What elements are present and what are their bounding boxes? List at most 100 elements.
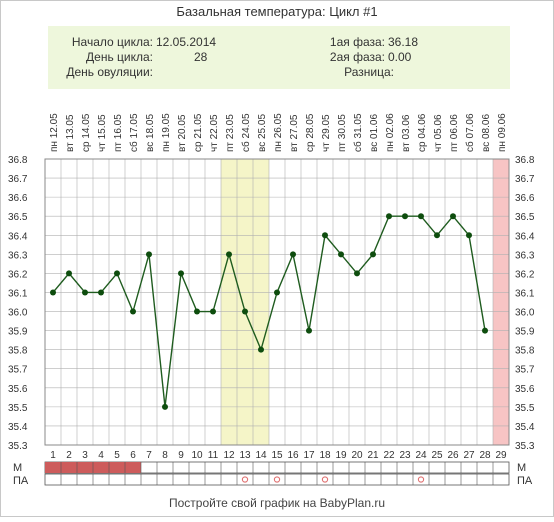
- y-tick-label-left: 36.7: [8, 174, 28, 185]
- date-value-label: 12.05: [49, 113, 60, 138]
- y-tick-label-left: 36.1: [8, 288, 28, 299]
- date-label: сб 24.05: [240, 113, 252, 152]
- date-value-label: 07.06: [465, 113, 476, 138]
- y-tick-label-left: 36.3: [8, 250, 28, 261]
- y-tick-label-left: 35.6: [8, 384, 28, 395]
- date-label: чт 22.05: [209, 114, 220, 152]
- x-tick-label: 28: [479, 450, 491, 461]
- date-label: пн 12.05: [49, 113, 60, 152]
- phase1-label: 1ая фаза:: [330, 35, 385, 49]
- date-value-label: 19.05: [161, 113, 172, 138]
- weekday-label: ср: [305, 141, 316, 152]
- m-row-label-right: М: [517, 462, 526, 474]
- weekday-label: вт: [289, 142, 300, 152]
- y-tick-label-right: 35.9: [515, 327, 535, 338]
- x-tick-label: 1: [50, 450, 56, 461]
- y-tick-label-left: 35.9: [8, 327, 28, 338]
- temperature-point: [98, 289, 104, 296]
- x-tick-label: 4: [98, 450, 104, 461]
- y-tick-label-left: 36.5: [8, 212, 28, 223]
- date-value-label: 16.05: [113, 114, 124, 139]
- date-value-label: 24.05: [241, 113, 252, 138]
- y-tick-label-left: 36.2: [8, 269, 28, 280]
- weekday-label: чт: [209, 142, 220, 152]
- chart-title: Базальная температура: Цикл #1: [176, 4, 377, 19]
- x-axis-labels: 1 2 3 4 5 6 7 8 9 10 11 12 13 14 15 16 17 18 19 20 21 22 23 24 2…: [50, 450, 507, 461]
- phase1-value: 36.18: [388, 35, 418, 49]
- temperature-line: [52, 215, 486, 407]
- date-label: ср 21.05: [193, 113, 204, 152]
- y-tick-label-right: 36.1: [515, 288, 535, 299]
- marker-rows: [44, 461, 510, 486]
- pa-marker: [241, 476, 249, 483]
- temperature-point: [402, 213, 408, 220]
- x-tick-label: 8: [162, 450, 168, 461]
- weekday-label: пн: [161, 141, 172, 152]
- info-panel: [48, 26, 510, 89]
- m-cell-marked: [125, 462, 141, 473]
- x-tick-label: 12: [223, 450, 235, 461]
- temperature-point: [226, 251, 232, 258]
- date-value-label: 03.06: [401, 114, 412, 139]
- weekday-label: сб: [240, 141, 252, 152]
- weekday-label: вс: [369, 142, 380, 152]
- temperature-point: [258, 346, 264, 353]
- grid-layer: [45, 158, 509, 446]
- weekday-label: сб: [352, 141, 364, 152]
- date-value-label: 20.05: [177, 114, 188, 139]
- temperature-point: [82, 289, 88, 296]
- y-tick-label-left: 36.4: [8, 231, 28, 242]
- date-label: вт 03.06: [401, 114, 412, 152]
- temperature-point: [386, 213, 392, 220]
- weekday-label: ср: [193, 141, 204, 152]
- x-tick-label: 17: [303, 450, 315, 461]
- weekday-label: пт: [449, 142, 460, 152]
- y-tick-label-right: 35.6: [515, 384, 535, 395]
- weekday-label: вс: [257, 142, 268, 152]
- y-tick-label-left: 36.0: [8, 308, 28, 319]
- temperature-point: [242, 308, 248, 315]
- temperature-point: [482, 327, 488, 334]
- date-value-label: 21.05: [193, 113, 204, 138]
- date-value-label: 23.05: [225, 114, 236, 139]
- series-layer: [50, 213, 488, 410]
- temperature-point: [162, 403, 168, 410]
- x-tick-label: 3: [82, 450, 88, 461]
- temperature-point: [434, 232, 440, 239]
- date-label: ср 14.05: [81, 113, 92, 152]
- date-value-label: 28.05: [305, 113, 316, 138]
- temperature-point: [114, 270, 120, 277]
- y-axis-labels: 35.3 35.3 35.4 35.4 35.5 35.5 35.6 35.6 35.7 35.7…: [8, 155, 535, 452]
- weekday-label: ср: [417, 141, 428, 152]
- y-tick-label-left: 36.8: [8, 155, 28, 166]
- date-value-label: 22.05: [209, 114, 220, 139]
- end-band: [493, 159, 509, 445]
- weekday-label: пт: [225, 142, 236, 152]
- weekday-label: пн: [385, 141, 396, 152]
- y-tick-label-right: 36.0: [515, 308, 535, 319]
- weekday-label: вт: [177, 142, 188, 152]
- date-label: чт 15.05: [97, 114, 108, 152]
- y-tick-label-left: 35.7: [8, 365, 28, 376]
- highlight-band: [221, 159, 269, 445]
- temperature-point: [66, 270, 72, 277]
- weekday-label: пн: [273, 141, 284, 152]
- temperature-point: [290, 251, 296, 258]
- phase2-value: 0.00: [388, 50, 412, 64]
- x-tick-label: 29: [495, 450, 507, 461]
- weekday-label: сб: [464, 141, 476, 152]
- x-tick-label: 20: [351, 450, 363, 461]
- weekday-label: чт: [97, 142, 108, 152]
- date-label: пт 06.06: [449, 114, 460, 152]
- x-tick-label: 7: [146, 450, 152, 461]
- ovulation-day-label: День овуляции:: [66, 65, 153, 79]
- y-tick-label-right: 35.4: [515, 422, 535, 433]
- date-label: ср 28.05: [305, 113, 316, 152]
- band-layer: [221, 159, 509, 445]
- weekday-label: пт: [113, 142, 124, 152]
- x-tick-label: 6: [130, 450, 136, 461]
- cycle-day-label: День цикла:: [86, 50, 153, 64]
- date-value-label: 30.05: [337, 114, 348, 139]
- x-tick-label: 11: [208, 450, 219, 461]
